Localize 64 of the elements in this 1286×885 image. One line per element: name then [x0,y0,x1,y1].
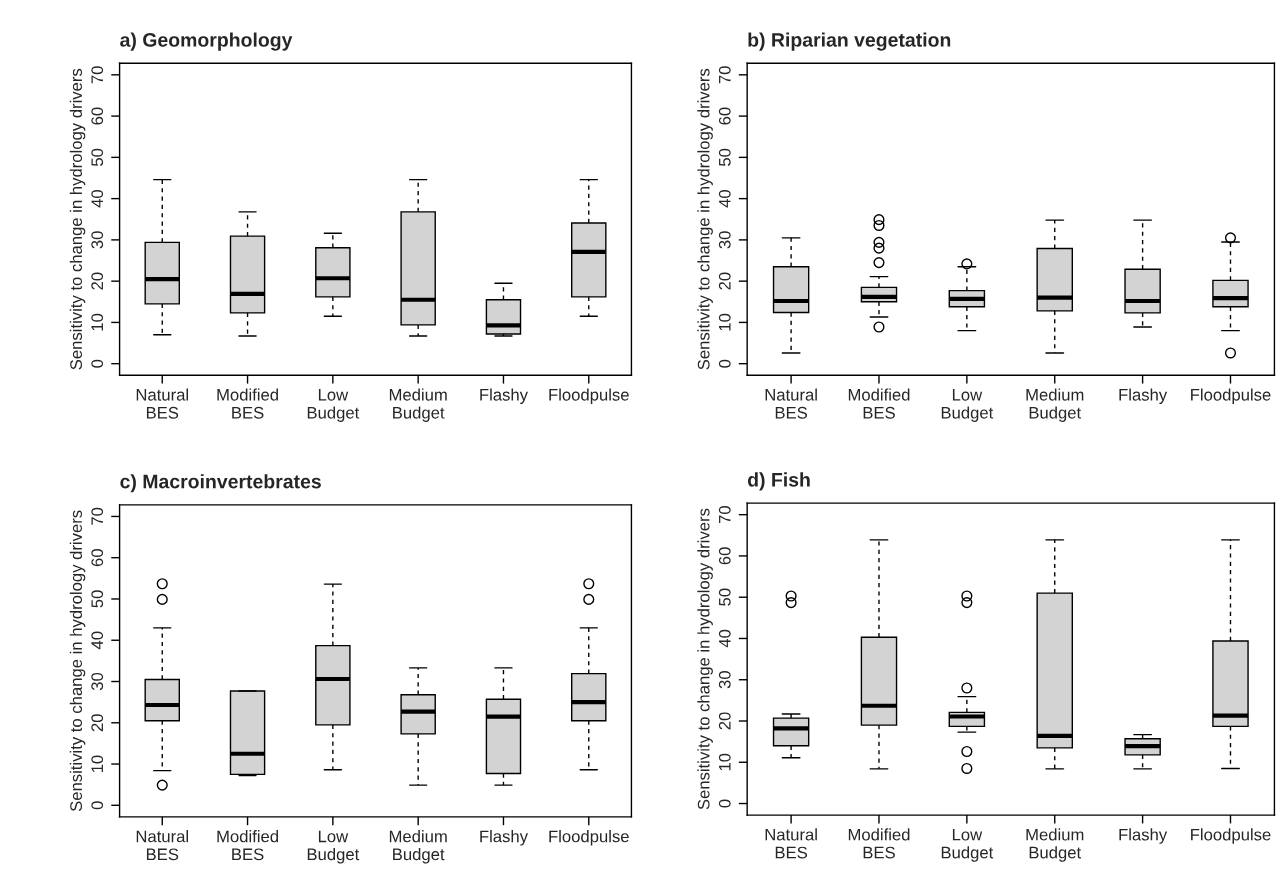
y-tick-label: 0 [91,359,104,368]
x-tick-label: Modified BES [217,388,278,419]
x-tick-label: Floodpulse [1191,828,1271,844]
x-tick-label: Low Budget [941,389,994,422]
y-tick-label: 10 [718,753,731,771]
y-tick-label: 60 [718,547,731,565]
y-tick-label: 30 [718,231,731,249]
x-tick-label: Modified BES [848,828,910,859]
y-tick-label: 70 [718,66,731,84]
y-tick-label: 50 [91,590,104,608]
x-tick-label: Low Budget [307,389,360,422]
y-tick-label: 0 [718,799,731,808]
y-axis-title: Sensitivity to change in hydrology drivers [69,510,86,812]
y-tick-label: 70 [718,506,731,524]
x-tick-label: Natural BES [765,388,817,419]
x-tick-label: Modified BES [217,830,278,861]
y-tick-label: 10 [718,313,731,331]
chart-title: d) Fish [747,472,810,491]
x-tick-label: Natural BES [765,828,817,859]
y-tick-label: 0 [718,359,731,368]
y-tick-label: 60 [91,107,104,125]
y-tick-label: 30 [718,671,731,689]
x-tick-label: Floodpulse [1191,388,1271,404]
x-tick-label: Flashy [480,830,528,846]
chart-title: b) Riparian vegetation [748,32,951,51]
y-tick-label: 30 [91,231,104,249]
y-tick-label: 0 [91,801,104,810]
y-tick-label: 20 [718,712,731,730]
y-tick-label: 40 [91,190,104,208]
x-tick-label: Modified BES [848,388,910,419]
x-tick-label: Flashy [1119,828,1168,844]
x-tick-label: Low Budget [307,830,360,864]
y-tick-label: 70 [91,66,104,84]
x-tick-label: Floodpulse [549,830,629,846]
y-tick-label: 20 [718,272,731,290]
y-tick-label: 10 [91,755,104,773]
y-axis-title: Sensitivity to change in hydrology drivers [697,68,713,370]
x-tick-label: Natural BES [136,388,188,419]
x-tick-label: Low Budget [941,828,994,862]
chart-title: a) Geomorphology [120,32,293,51]
x-tick-label: Medium Budget [1026,828,1084,862]
y-tick-label: 20 [91,272,104,290]
x-tick-label: Medium Budget [389,830,447,864]
y-tick-label: 60 [91,549,104,567]
y-tick-label: 70 [91,507,104,525]
x-tick-label: Medium Budget [389,388,447,422]
y-axis-title: Sensitivity to change in hydrology drivers [697,508,713,810]
y-tick-label: 50 [718,148,731,166]
y-tick-label: 60 [718,107,731,125]
x-tick-label: Natural BES [136,830,188,861]
y-tick-label: 10 [91,313,104,331]
y-tick-label: 50 [718,588,731,606]
x-tick-label: Flashy [1119,388,1168,404]
chart-title: c) Macroinvertebrates [120,474,321,493]
y-axis-title: Sensitivity to change in hydrology drivers [69,68,86,370]
x-tick-label: Medium Budget [1026,388,1084,422]
y-tick-label: 20 [91,714,104,732]
x-tick-label: Flashy [480,388,528,404]
y-tick-label: 40 [718,629,731,648]
y-tick-label: 50 [91,148,104,166]
y-tick-label: 30 [91,672,104,691]
x-tick-label: Floodpulse [549,388,629,404]
y-tick-label: 40 [91,631,104,650]
y-tick-label: 40 [718,190,731,208]
